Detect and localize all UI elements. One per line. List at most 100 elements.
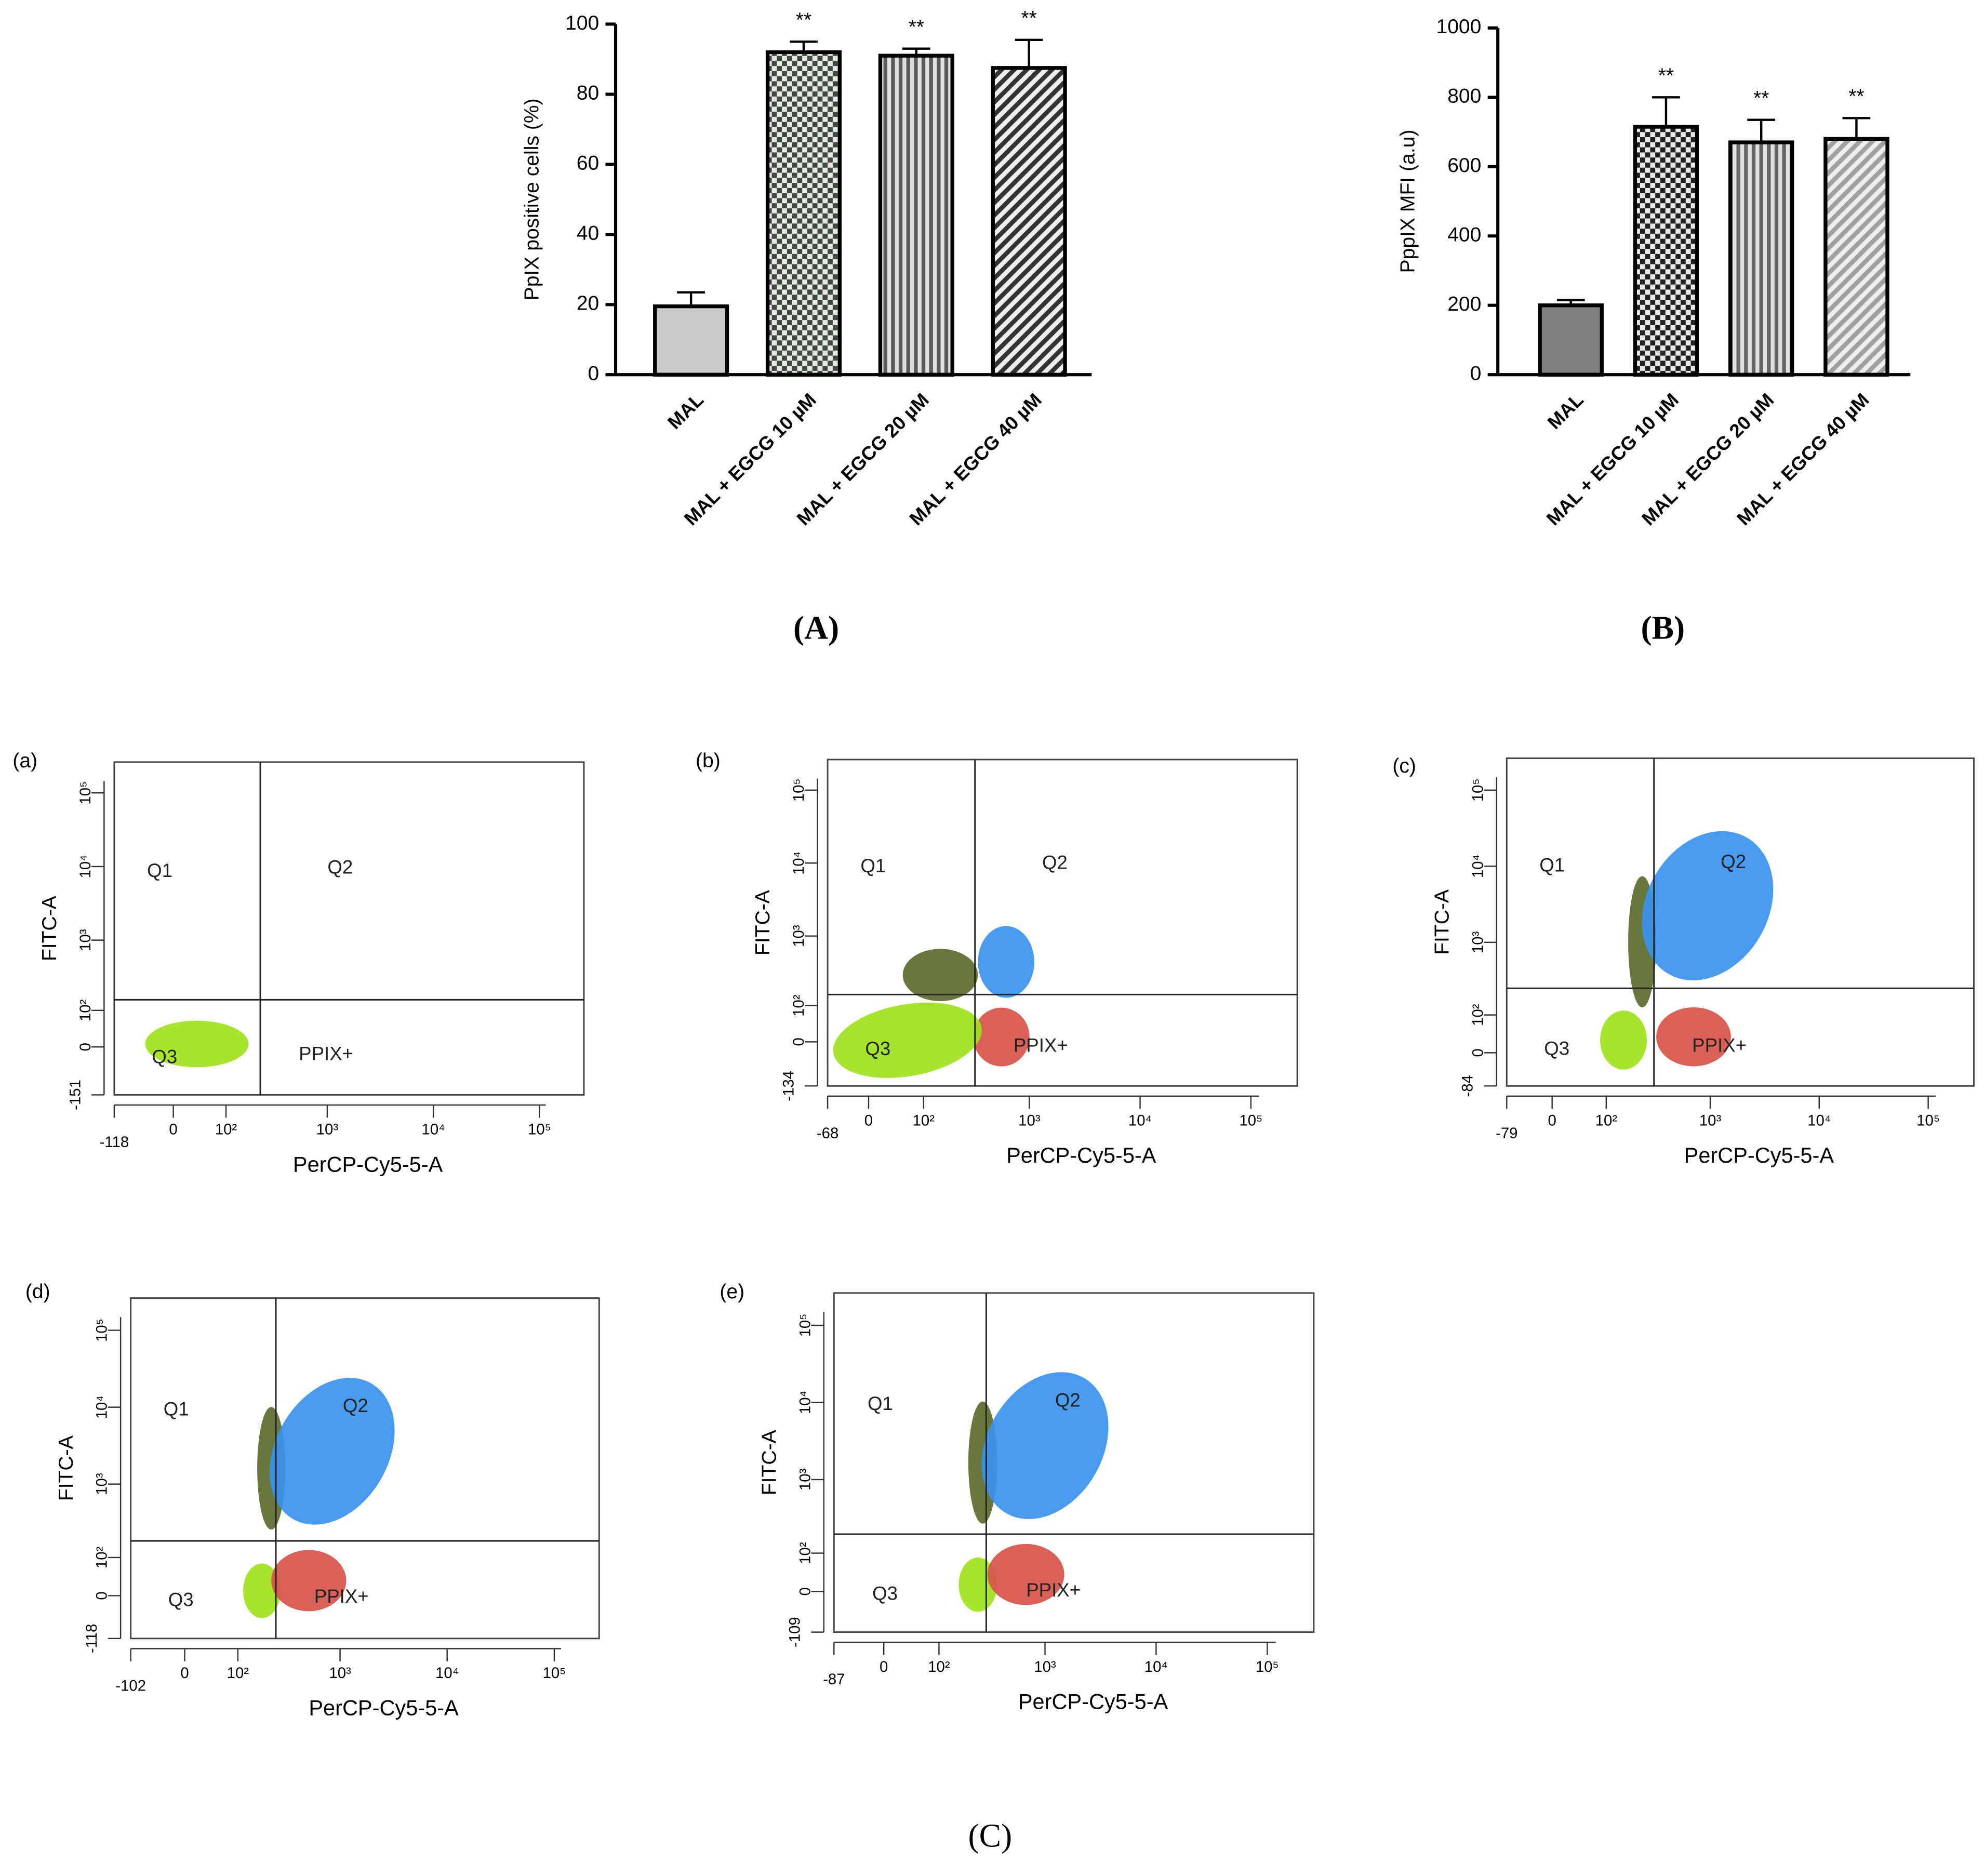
population-cloud xyxy=(1642,831,1774,980)
y-axis-label: FITC-A xyxy=(1431,889,1453,955)
flow-panel: Q1 Q2 Q3 PPIX+ -87 0 10² 10³ 10⁴ 10⁵ -109 0 10² 10³ 10… xyxy=(720,1281,1315,1713)
y-tick-label: -151 xyxy=(66,1080,84,1110)
x-tick-label: 10⁴ xyxy=(1144,1658,1168,1675)
x-tick-label: 10⁵ xyxy=(543,1665,566,1682)
quadrant-label: Q3 xyxy=(872,1582,898,1604)
x-tick-label: 10⁵ xyxy=(1916,1112,1940,1129)
x-tick-label: -68 xyxy=(817,1125,838,1142)
panel-label: (c) xyxy=(1392,755,1416,777)
figure-label: (C) xyxy=(968,1817,1012,1854)
y-tick-label: 0 xyxy=(1470,363,1482,385)
significance: ** xyxy=(796,9,811,31)
x-tick-label: MAL xyxy=(1543,389,1588,433)
flow-panel: Q1 Q2 Q3 PPIX+ -68 0 10² 10³ 10⁴ 10⁵ -134 0 10² 10³ 10… xyxy=(696,750,1298,1167)
y-tick-label: 10⁴ xyxy=(796,1391,814,1414)
y-tick-label: 800 xyxy=(1447,85,1481,108)
y-tick-label: -134 xyxy=(780,1071,797,1101)
population-cloud xyxy=(270,1378,395,1525)
x-axis-label: PerCP-Cy5-5-A xyxy=(1684,1143,1834,1167)
quadrant-label: Q3 xyxy=(1544,1038,1569,1059)
y-axis-label: FITC-A xyxy=(38,896,61,961)
y-tick-label: -84 xyxy=(1459,1075,1476,1097)
quadrant-label: Q1 xyxy=(147,860,172,881)
y-tick-label: 600 xyxy=(1447,154,1481,177)
x-tick-label: 0 xyxy=(864,1112,873,1129)
x-tick-label: 10⁵ xyxy=(1239,1112,1262,1129)
panel-label: (A) xyxy=(793,609,839,646)
population-cloud xyxy=(243,1563,281,1618)
significance: ** xyxy=(1021,7,1036,30)
bar-chart: MAL**MAL + EGCG 10 µM**MAL + EGCG 20 µM*… xyxy=(1396,16,1911,646)
y-tick-label: 10² xyxy=(796,1542,814,1564)
x-tick-label: -102 xyxy=(115,1677,146,1694)
population-cloud xyxy=(902,949,978,1001)
bar xyxy=(653,304,729,377)
y-tick-label: 0 xyxy=(588,363,600,385)
x-tick-label: 10⁴ xyxy=(422,1121,445,1138)
x-tick-label: 10³ xyxy=(1018,1112,1041,1129)
y-axis-label: FITC-A xyxy=(752,890,774,955)
x-tick-label: 10³ xyxy=(316,1121,339,1138)
x-tick-label: MAL xyxy=(663,389,708,433)
x-tick-label: 10² xyxy=(913,1112,935,1129)
panel-label: (d) xyxy=(25,1281,50,1303)
panel-label: (B) xyxy=(1641,609,1685,646)
bar xyxy=(1633,125,1699,377)
population-cloud xyxy=(1600,1010,1647,1070)
population-cloud xyxy=(833,1002,982,1078)
bar xyxy=(1728,140,1794,377)
y-tick-label: 10⁵ xyxy=(77,781,94,805)
quadrant-label: PPIX+ xyxy=(1692,1034,1747,1056)
panel-label: (a) xyxy=(12,750,37,772)
significance: ** xyxy=(909,16,924,38)
population-cloud xyxy=(987,1544,1064,1605)
bar-chart: MAL**MAL + EGCG 10 µM**MAL + EGCG 20 µM*… xyxy=(521,7,1092,646)
x-tick-label: 10⁴ xyxy=(1807,1112,1831,1129)
panel-label: (b) xyxy=(696,750,721,772)
bar xyxy=(878,54,954,377)
y-tick-label: 80 xyxy=(577,82,599,104)
y-axis-label: PppIX MFI (a.u) xyxy=(1396,130,1419,273)
x-tick-label: 10² xyxy=(928,1658,950,1675)
significance: ** xyxy=(1658,64,1674,87)
significance: ** xyxy=(1753,87,1769,110)
quadrant-label: Q2 xyxy=(327,857,353,878)
population-cloud xyxy=(973,1007,1030,1067)
population-cloud xyxy=(271,1550,347,1612)
population-cloud xyxy=(145,1020,249,1068)
y-tick-label: 0 xyxy=(796,1587,814,1595)
x-tick-label: 0 xyxy=(880,1658,888,1675)
y-tick-label: -118 xyxy=(83,1624,100,1654)
y-tick-label: 200 xyxy=(1447,293,1481,315)
y-tick-label: 10³ xyxy=(796,1468,814,1491)
quadrant-label: Q1 xyxy=(1539,854,1565,875)
plot-frame xyxy=(113,761,585,1096)
y-axis-label: FITC-A xyxy=(758,1430,780,1495)
y-tick-label: 10³ xyxy=(790,925,807,947)
x-tick-label: -87 xyxy=(823,1671,845,1688)
x-tick-label: 10² xyxy=(215,1121,237,1138)
plot-frame xyxy=(1506,757,1975,1087)
population-cloud xyxy=(978,926,1034,998)
x-tick-label: 10⁴ xyxy=(435,1665,459,1682)
y-tick-label: 10³ xyxy=(1469,931,1486,953)
x-tick-label: 10⁵ xyxy=(528,1121,551,1138)
quadrant-label: Q3 xyxy=(152,1046,177,1068)
population-cloud xyxy=(1656,1007,1731,1067)
x-tick-label: 10³ xyxy=(329,1665,351,1682)
x-axis-label: PerCP-Cy5-5-A xyxy=(293,1152,443,1176)
x-tick-label: 0 xyxy=(180,1665,189,1682)
y-tick-label: 0 xyxy=(77,1043,94,1051)
quadrant-label: PPIX+ xyxy=(1026,1579,1081,1601)
y-axis-label: PpIX positive cells (%) xyxy=(521,98,543,300)
y-tick-label: 10² xyxy=(94,1546,111,1568)
x-axis-label: PerCP-Cy5-5-A xyxy=(309,1696,459,1720)
x-tick-label: 10⁵ xyxy=(1256,1658,1279,1675)
plot-frame xyxy=(130,1297,600,1640)
y-tick-label: 10⁵ xyxy=(94,1319,111,1342)
y-tick-label: 10² xyxy=(790,994,807,1017)
quadrant-label: Q2 xyxy=(1721,851,1746,872)
y-tick-label: 0 xyxy=(94,1591,111,1600)
quadrant-label: PPIX+ xyxy=(299,1043,353,1064)
